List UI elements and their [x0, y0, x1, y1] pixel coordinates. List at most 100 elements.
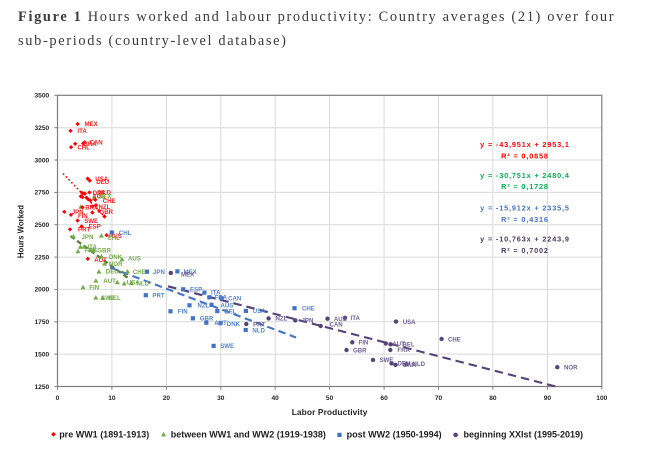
svg-text:FIN: FIN [78, 213, 88, 220]
svg-text:DNK: DNK [93, 190, 107, 197]
svg-text:GBR: GBR [100, 209, 114, 216]
svg-text:NOR: NOR [109, 261, 123, 268]
svg-text:70: 70 [435, 395, 443, 402]
svg-text:USA: USA [403, 319, 416, 326]
svg-text:NZL: NZL [198, 303, 210, 310]
svg-text:DEU: DEU [96, 179, 109, 186]
svg-text:DNK: DNK [227, 321, 241, 328]
svg-text:20: 20 [163, 395, 171, 402]
svg-text:60: 60 [380, 395, 388, 402]
svg-text:Hours Worked: Hours Worked [17, 205, 26, 258]
svg-text:ITA: ITA [211, 290, 221, 297]
svg-text:2000: 2000 [35, 287, 50, 294]
svg-text:JPN: JPN [302, 318, 314, 325]
svg-text:100: 100 [596, 395, 607, 402]
svg-text:USA: USA [253, 308, 266, 315]
svg-text:CHL: CHL [77, 145, 90, 152]
svg-text:MEX: MEX [181, 272, 195, 279]
svg-text:y = -43,951x + 2953,1: y = -43,951x + 2953,1 [480, 140, 570, 149]
svg-text:USA: USA [95, 176, 108, 183]
svg-text:MEX: MEX [85, 121, 99, 128]
svg-text:GBR: GBR [353, 347, 367, 354]
svg-text:Labor Productivity: Labor Productivity [292, 407, 368, 417]
svg-text:CHL: CHL [108, 235, 121, 242]
svg-text:FRA: FRA [85, 248, 98, 255]
svg-text:AUS: AUS [221, 303, 234, 310]
svg-text:y = -15,912x + 2335,5: y = -15,912x + 2335,5 [480, 204, 570, 213]
svg-text:DEU: DEU [106, 269, 119, 276]
svg-text:80: 80 [489, 395, 497, 402]
svg-text:40: 40 [272, 395, 280, 402]
svg-text:MEX: MEX [98, 194, 112, 201]
svg-text:ITA: ITA [88, 244, 98, 251]
svg-text:FIN: FIN [178, 309, 188, 316]
svg-text:ESP: ESP [190, 287, 202, 294]
svg-text:0: 0 [56, 395, 60, 402]
svg-text:CAN: CAN [228, 296, 241, 303]
svg-text:R² = 0,1728: R² = 0,1728 [501, 182, 549, 191]
svg-text:DNK: DNK [109, 254, 123, 261]
svg-text:GBR: GBR [200, 316, 214, 323]
svg-text:NLD: NLD [98, 190, 111, 197]
svg-text:ESP: ESP [89, 224, 101, 231]
svg-text:USA: USA [127, 279, 140, 286]
svg-text:AUS: AUS [128, 256, 141, 263]
svg-text:JPN: JPN [153, 269, 165, 276]
svg-text:ITA: ITA [77, 128, 87, 135]
svg-text:PRT: PRT [152, 293, 164, 300]
svg-text:AUT: AUT [392, 341, 405, 348]
svg-text:DNK: DNK [403, 362, 417, 369]
svg-text:1500: 1500 [35, 351, 50, 358]
svg-text:BEL: BEL [109, 295, 121, 302]
svg-text:3500: 3500 [35, 93, 50, 100]
svg-text:NLD: NLD [252, 328, 265, 335]
svg-text:FIN: FIN [89, 285, 99, 292]
svg-text:beginning XXIst (1995-2019): beginning XXIst (1995-2019) [464, 430, 584, 440]
svg-text:CHE: CHE [133, 269, 146, 276]
svg-text:BEL: BEL [224, 308, 236, 315]
svg-text:GBR: GBR [97, 247, 111, 254]
svg-text:CHE: CHE [103, 198, 116, 205]
svg-text:MEX: MEX [184, 269, 198, 276]
svg-text:BRA: BRA [85, 205, 99, 212]
svg-text:post WW2 (1950-1994): post WW2 (1950-1994) [347, 430, 442, 440]
svg-text:50: 50 [326, 395, 334, 402]
svg-text:FRA: FRA [397, 347, 410, 354]
svg-text:CAN: CAN [90, 140, 103, 147]
svg-text:AUT: AUT [94, 257, 107, 264]
svg-text:AUT: AUT [103, 278, 116, 285]
svg-text:1750: 1750 [35, 319, 50, 326]
svg-text:AUS: AUS [92, 194, 105, 201]
svg-text:AUT: AUT [214, 320, 227, 327]
svg-text:2750: 2750 [35, 190, 50, 197]
svg-text:R² = 0,7002: R² = 0,7002 [501, 246, 549, 255]
svg-text:PRT: PRT [253, 321, 265, 328]
svg-text:JPN: JPN [72, 209, 84, 216]
svg-text:NZL: NZL [276, 316, 288, 323]
svg-text:SWE: SWE [220, 343, 234, 350]
svg-text:FIN: FIN [359, 340, 369, 347]
svg-text:pre WW1 (1891-1913): pre WW1 (1891-1913) [59, 430, 149, 440]
svg-text:between WW1 and WW2 (1919-1938: between WW1 and WW2 (1919-1938) [171, 430, 326, 440]
svg-text:2500: 2500 [35, 222, 50, 229]
svg-text:NLD: NLD [413, 361, 426, 368]
svg-text:PRT: PRT [78, 227, 90, 234]
svg-text:RUS: RUS [109, 233, 122, 240]
svg-text:10: 10 [108, 395, 116, 402]
svg-text:3000: 3000 [35, 157, 50, 164]
svg-text:ITA: ITA [351, 315, 361, 322]
svg-text:R² = 0,0858: R² = 0,0858 [501, 151, 549, 160]
svg-text:2250: 2250 [35, 254, 50, 261]
svg-text:3250: 3250 [35, 125, 50, 132]
svg-text:CHE: CHE [302, 306, 315, 313]
svg-text:SWE: SWE [380, 357, 394, 364]
svg-text:CHL: CHL [119, 230, 132, 237]
svg-text:CHE: CHE [448, 336, 461, 343]
svg-text:NZL: NZL [99, 204, 111, 211]
svg-text:NLD: NLD [137, 280, 150, 287]
svg-text:AUS: AUS [334, 316, 347, 323]
svg-text:JPN: JPN [82, 234, 94, 241]
svg-text:NOR: NOR [564, 365, 578, 372]
svg-text:1250: 1250 [35, 384, 50, 391]
svg-text:CAN: CAN [330, 322, 343, 329]
